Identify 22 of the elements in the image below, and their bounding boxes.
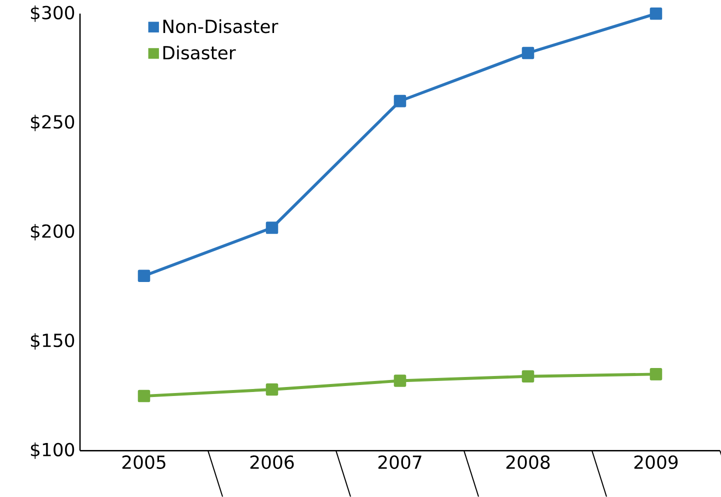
point (138, 390, 150, 402)
y-tick-label: $200 (30, 224, 74, 241)
x-tick-label: 2006 (250, 456, 294, 470)
legend-label: Disaster (163, 46, 236, 60)
point (650, 368, 662, 380)
point (522, 370, 534, 383)
point (266, 384, 278, 396)
x-tick-label: 2007 (378, 456, 422, 470)
y-tick-label: $300 (30, 6, 74, 22)
point (650, 8, 662, 20)
y-tick-label: $100 (30, 442, 74, 460)
point (138, 270, 150, 282)
point (266, 222, 278, 234)
x-tick-label: 2008 (506, 456, 550, 470)
point (522, 47, 534, 60)
x-tick-label: 2009 (634, 456, 678, 470)
x-tick-label: 2005 (122, 456, 166, 470)
y-tick-label: $150 (30, 333, 74, 350)
y-tick-label: $250 (30, 114, 74, 132)
point (394, 374, 406, 388)
legend-label: Non-Disaster (163, 19, 278, 34)
point (394, 95, 406, 108)
